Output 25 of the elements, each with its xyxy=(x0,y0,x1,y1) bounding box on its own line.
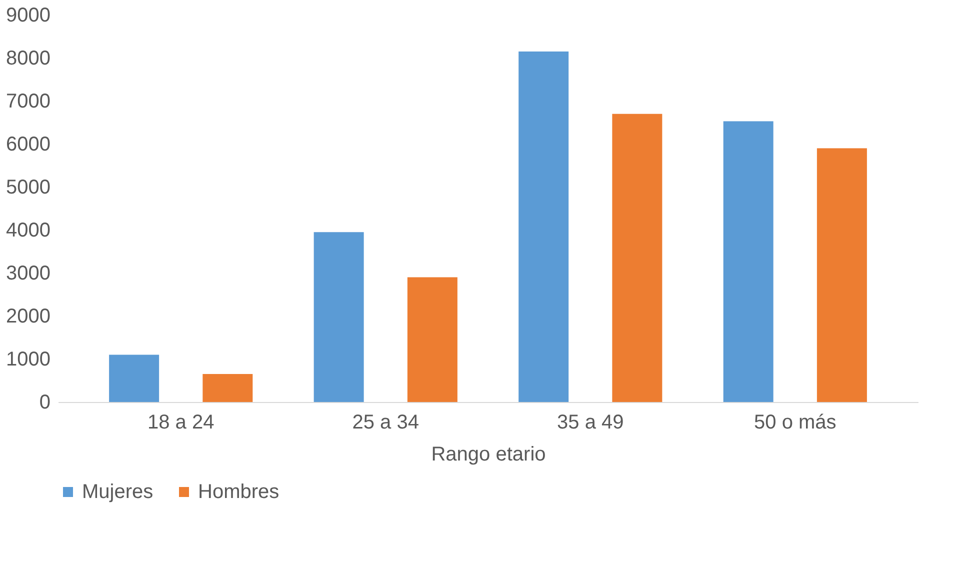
x-axis-title: Rango etario xyxy=(431,444,546,466)
y-tick-label: 9000 xyxy=(6,4,50,26)
x-tick-label: 25 a 34 xyxy=(352,412,419,434)
y-tick-label: 5000 xyxy=(6,176,50,198)
bar xyxy=(314,232,364,402)
bar xyxy=(407,277,458,402)
legend-label: Mujeres xyxy=(82,481,154,503)
x-tick-label: 50 o más xyxy=(754,412,836,434)
legend-label: Hombres xyxy=(198,481,280,503)
bar xyxy=(723,121,774,402)
y-tick-label: 6000 xyxy=(6,134,50,156)
bar xyxy=(109,354,160,402)
y-tick-label: 4000 xyxy=(6,220,50,242)
y-tick-label: 3000 xyxy=(6,262,50,284)
y-tick-label: 8000 xyxy=(6,48,50,70)
y-tick-label: 2000 xyxy=(6,306,50,328)
y-tick-label: 7000 xyxy=(6,90,50,112)
bar xyxy=(518,52,569,402)
y-tick-label: 1000 xyxy=(6,348,50,370)
bar xyxy=(612,114,662,402)
bar xyxy=(202,374,253,402)
y-tick-label: 0 xyxy=(39,392,50,414)
bar xyxy=(816,148,867,402)
x-tick-label: 18 a 24 xyxy=(147,412,214,434)
x-tick-label: 35 a 49 xyxy=(557,412,624,434)
